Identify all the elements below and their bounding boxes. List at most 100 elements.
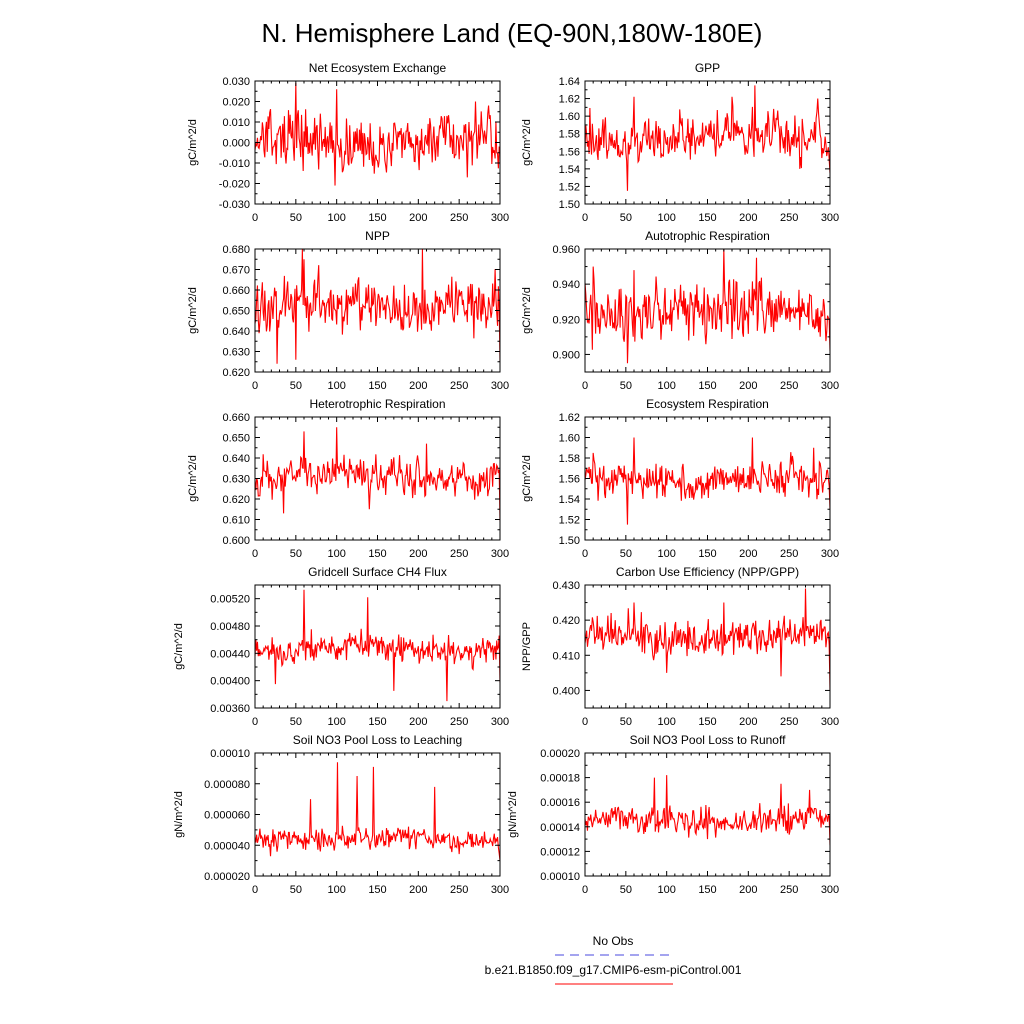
x-tick-label: 300	[491, 884, 509, 896]
x-tick-label: 250	[450, 716, 468, 728]
y-tick-label: 1.52	[559, 181, 580, 193]
x-tick-label: 50	[620, 212, 632, 224]
x-tick-label: 50	[620, 716, 632, 728]
x-tick-label: 300	[821, 548, 839, 560]
x-tick-label: 50	[290, 212, 302, 224]
plot-frame	[584, 584, 831, 709]
x-tick-label: 200	[409, 884, 427, 896]
panel-npp: NPP 0 50 100 150 200 250 300 0.620 0.630 0.640 0.65…	[187, 229, 509, 392]
x-tick-label: 100	[657, 716, 675, 728]
y-axis-label: gC/m^2/d	[521, 287, 533, 334]
y-tick-label: 1.64	[559, 76, 580, 88]
y-tick-label: 0.620	[222, 494, 250, 506]
x-tick-label: 250	[780, 884, 798, 896]
x-tick-label: 200	[739, 212, 757, 224]
y-tick-label: 0.00014	[540, 822, 580, 834]
series-line	[585, 775, 830, 846]
series-line	[255, 762, 500, 861]
y-tick-label: 0.000020	[204, 871, 250, 883]
x-tick-label: 150	[698, 716, 716, 728]
x-tick-label: 0	[582, 212, 588, 224]
y-tick-label: 0.680	[222, 244, 250, 256]
y-tick-label: 0.660	[222, 412, 250, 424]
y-tick-label: 1.60	[559, 111, 580, 123]
y-tick-label: 0.00012	[540, 846, 580, 858]
y-tick-label: 1.60	[559, 433, 580, 445]
y-tick-label: 0.400	[552, 685, 580, 697]
x-tick-label: 250	[780, 716, 798, 728]
legend: No Obs b.e21.B1850.f09_g17.CMIP6-esm-piC…	[485, 934, 742, 985]
x-tick-label: 250	[780, 380, 798, 392]
y-tick-label: 0.00360	[210, 703, 250, 715]
panel-title: Carbon Use Efficiency (NPP/GPP)	[616, 565, 799, 579]
panel-carbon-use-efficiency-npp-gpp: Carbon Use Efficiency (NPP/GPP) 0 50 100 150…	[521, 565, 839, 728]
x-tick-label: 200	[739, 548, 757, 560]
x-tick-label: 300	[491, 212, 509, 224]
x-tick-label: 50	[290, 380, 302, 392]
y-tick-label: 0.610	[222, 515, 250, 527]
series-line	[255, 83, 500, 186]
x-tick-label: 50	[290, 716, 302, 728]
panel-gpp: GPP 0 50 100 150 200 250 300 1.50 1.52 1.54 1.56 1.5…	[521, 61, 839, 224]
y-axis-label: gC/m^2/d	[521, 119, 533, 166]
x-tick-label: 50	[290, 548, 302, 560]
x-tick-label: 100	[657, 380, 675, 392]
series-line	[585, 85, 830, 191]
y-tick-label: 0.600	[222, 535, 250, 547]
y-tick-label: 1.50	[559, 535, 580, 547]
y-tick-label: 0.000040	[204, 840, 250, 852]
y-tick-label: -0.010	[219, 158, 250, 170]
y-tick-label: 0.650	[222, 306, 250, 318]
y-tick-label: 0.00440	[210, 648, 250, 660]
plot-frame	[254, 752, 501, 877]
series-line	[585, 249, 830, 364]
y-tick-label: 0.630	[222, 474, 250, 486]
panel-net-ecosystem-exchange: Net Ecosystem Exchange 0 50 100 150 200 250 300…	[187, 61, 509, 224]
y-tick-label: 0.640	[222, 326, 250, 338]
y-tick-label: 1.62	[559, 412, 580, 424]
panel-autotrophic-respiration: Autotrophic Respiration 0 50 100 150 200 250 30…	[521, 229, 839, 392]
legend-label-model: b.e21.B1850.f09_g17.CMIP6-esm-piControl.…	[485, 963, 742, 977]
x-tick-label: 250	[450, 212, 468, 224]
panel-ecosystem-respiration: Ecosystem Respiration 0 50 100 150 200 250 300 1…	[521, 397, 839, 560]
panel-title: Gridcell Surface CH4 Flux	[308, 565, 447, 579]
x-tick-label: 0	[252, 380, 258, 392]
x-tick-label: 100	[327, 884, 345, 896]
x-tick-label: 50	[620, 380, 632, 392]
y-axis-label: gN/m^2/d	[507, 791, 519, 838]
x-tick-label: 150	[368, 380, 386, 392]
y-tick-label: 1.56	[559, 474, 580, 486]
y-tick-label: 0.640	[222, 453, 250, 465]
y-tick-label: 0.660	[222, 285, 250, 297]
x-tick-label: 300	[821, 716, 839, 728]
x-tick-label: 100	[327, 716, 345, 728]
y-tick-label: 1.58	[559, 129, 580, 141]
x-tick-label: 0	[582, 884, 588, 896]
series-line	[585, 588, 830, 691]
y-tick-label: 1.54	[559, 164, 580, 176]
x-tick-label: 150	[698, 212, 716, 224]
x-tick-label: 100	[657, 548, 675, 560]
x-tick-label: 50	[620, 548, 632, 560]
x-tick-label: 0	[252, 212, 258, 224]
x-tick-label: 300	[821, 212, 839, 224]
x-tick-label: 300	[821, 380, 839, 392]
x-tick-label: 100	[327, 212, 345, 224]
x-tick-label: 0	[252, 716, 258, 728]
y-axis-label: gC/m^2/d	[173, 623, 185, 670]
y-tick-label: 0.00400	[210, 676, 250, 688]
x-tick-label: 250	[780, 212, 798, 224]
x-tick-label: 150	[698, 884, 716, 896]
panel-title: GPP	[695, 61, 720, 75]
x-tick-label: 100	[657, 212, 675, 224]
x-tick-label: 150	[698, 380, 716, 392]
x-tick-label: 200	[739, 884, 757, 896]
y-axis-label: gC/m^2/d	[187, 119, 199, 166]
plot-frame	[584, 80, 831, 205]
y-tick-label: 1.52	[559, 515, 580, 527]
x-tick-label: 150	[368, 884, 386, 896]
panel-soil-no3-pool-loss-to-leaching: Soil NO3 Pool Loss to Leaching 0 50 100 150 2…	[173, 733, 509, 896]
panel-title: Ecosystem Respiration	[646, 397, 769, 411]
panel-title: Heterotrophic Respiration	[309, 397, 445, 411]
y-tick-label: 0.000	[222, 138, 250, 150]
